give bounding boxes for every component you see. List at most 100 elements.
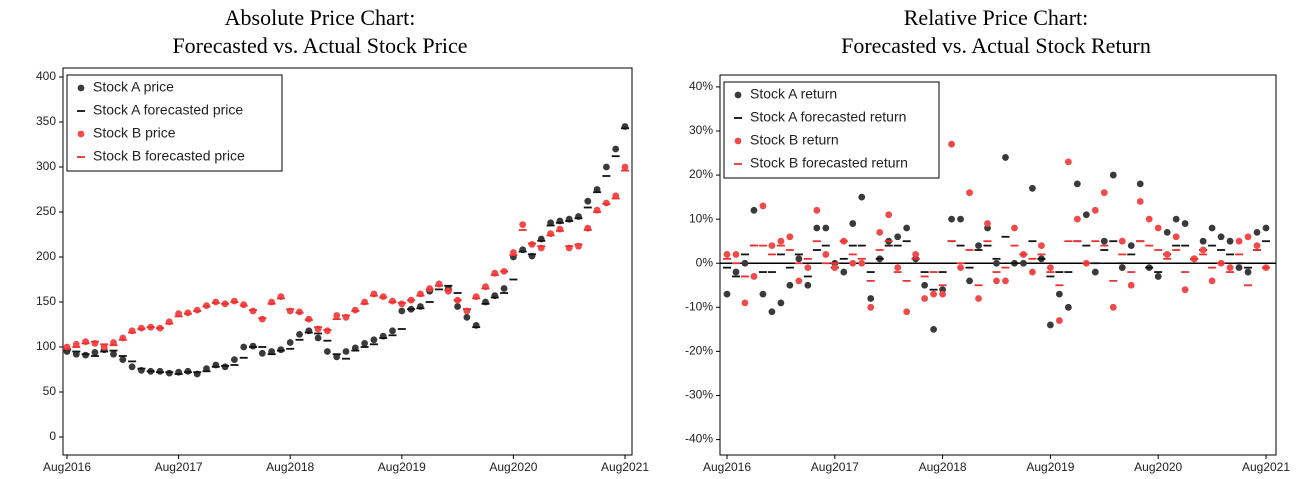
data-point — [885, 211, 893, 219]
y-tick-label: -30% — [685, 388, 713, 402]
legend-label: Stock B forecasted return — [750, 155, 908, 171]
data-point — [741, 259, 749, 267]
y-tick-label: 20% — [689, 167, 713, 181]
data-point — [1244, 233, 1252, 241]
data-point — [1154, 273, 1162, 280]
chart-title: Relative Price Chart: — [904, 5, 1089, 30]
data-point — [1055, 317, 1063, 324]
data-point — [1082, 211, 1090, 219]
data-point — [786, 233, 794, 241]
data-point — [858, 193, 866, 201]
data-point — [100, 343, 108, 351]
data-point — [894, 264, 902, 272]
data-point — [547, 219, 554, 227]
x-tick-label: Aug2016 — [43, 460, 91, 474]
data-point — [984, 220, 991, 227]
data-point — [750, 273, 758, 280]
legend-label: Stock A price — [93, 79, 174, 95]
data-point — [795, 255, 803, 263]
legend-marker — [734, 91, 742, 99]
y-tick-label: -10% — [685, 299, 713, 313]
data-point — [500, 285, 508, 292]
data-point — [1208, 277, 1216, 285]
data-point — [1011, 224, 1018, 232]
x-tick-label: Aug2017 — [155, 460, 203, 474]
data-point — [593, 186, 601, 193]
y-tick-label: 0 — [49, 429, 56, 443]
data-point — [903, 224, 911, 232]
data-point — [1235, 264, 1243, 272]
legend-label: Stock A forecasted price — [93, 102, 243, 118]
legend-marker — [77, 130, 85, 138]
legend-label: Stock B price — [93, 125, 176, 141]
data-point — [268, 348, 275, 355]
x-tick-label: Aug2021 — [1242, 460, 1290, 474]
data-point — [231, 356, 238, 363]
data-point — [1002, 154, 1009, 161]
data-point — [732, 251, 740, 258]
data-point — [768, 242, 776, 250]
x-tick-label: Aug2019 — [1026, 460, 1074, 474]
y-tick-label: 40% — [689, 79, 713, 93]
y-tick-label: -20% — [685, 344, 713, 358]
data-point — [1172, 215, 1180, 223]
data-point — [813, 224, 821, 232]
data-point — [72, 350, 80, 358]
data-point — [1145, 215, 1153, 223]
data-point — [795, 277, 803, 285]
data-point — [203, 365, 210, 372]
data-point — [1127, 242, 1135, 250]
y-tick-label: 0% — [696, 255, 714, 269]
data-point — [156, 367, 164, 375]
data-point — [333, 312, 341, 319]
data-point — [324, 348, 331, 355]
data-point — [1118, 264, 1126, 272]
data-point — [1253, 228, 1261, 236]
data-point — [759, 202, 767, 210]
data-point — [921, 281, 929, 289]
data-point — [1163, 228, 1171, 236]
data-point — [957, 264, 964, 272]
data-point — [912, 251, 920, 258]
data-point — [1100, 189, 1108, 197]
x-tick-label: Aug2016 — [703, 460, 751, 474]
x-tick-label: Aug2021 — [601, 460, 649, 474]
data-point — [296, 331, 303, 338]
data-point — [903, 308, 911, 316]
data-point — [1064, 303, 1072, 311]
data-point — [858, 259, 866, 267]
data-point — [768, 308, 776, 316]
data-point — [333, 353, 341, 361]
data-point — [957, 215, 964, 223]
data-point — [867, 295, 875, 302]
data-point — [110, 350, 117, 358]
data-point — [948, 140, 955, 148]
data-point — [741, 299, 749, 307]
data-point — [1262, 224, 1270, 232]
legend-label: Stock A return — [750, 86, 837, 102]
data-point — [1154, 224, 1162, 232]
data-point — [831, 264, 839, 272]
legend-label: Stock B return — [750, 132, 839, 148]
data-point — [258, 349, 266, 357]
data-point — [894, 233, 902, 241]
data-point — [777, 299, 785, 307]
data-point — [1172, 233, 1180, 241]
data-point — [361, 340, 368, 347]
data-point — [1109, 303, 1117, 311]
data-point — [584, 197, 592, 205]
data-point — [849, 259, 857, 267]
data-point — [398, 307, 406, 315]
data-point — [621, 163, 629, 171]
y-tick-label: 350 — [36, 114, 56, 128]
data-point — [463, 313, 471, 321]
data-point — [840, 268, 848, 276]
data-point — [1226, 264, 1234, 272]
y-tick-label: 400 — [36, 69, 56, 83]
data-point — [1002, 277, 1009, 285]
data-point — [175, 310, 183, 318]
data-point — [1047, 264, 1054, 272]
chart-subtitle: Forecasted vs. Actual Stock Price — [172, 33, 467, 58]
y-tick-label: 250 — [36, 204, 56, 218]
